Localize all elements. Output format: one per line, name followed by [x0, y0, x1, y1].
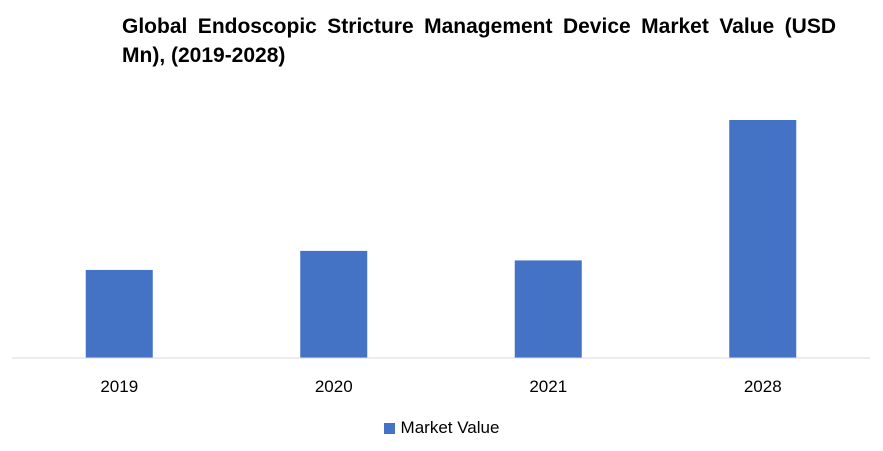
x-tick-label-2021: 2021	[529, 377, 567, 396]
legend: Market Value	[0, 418, 883, 438]
x-tick-label-2028: 2028	[744, 377, 782, 396]
x-tick-labels: 2019 2020 2021 2028	[100, 377, 781, 396]
x-tick-label-2020: 2020	[315, 377, 353, 396]
chart-title: Global Endoscopic Stricture Management D…	[122, 15, 836, 67]
bars-layer	[85, 120, 797, 358]
legend-label: Market Value	[400, 418, 500, 437]
legend-swatch	[383, 422, 395, 434]
x-tick-label-2019: 2019	[100, 377, 138, 396]
bar-2021	[514, 260, 582, 358]
bar-2020	[300, 250, 368, 358]
bar-2019	[85, 269, 153, 358]
bar-2028	[729, 120, 797, 358]
